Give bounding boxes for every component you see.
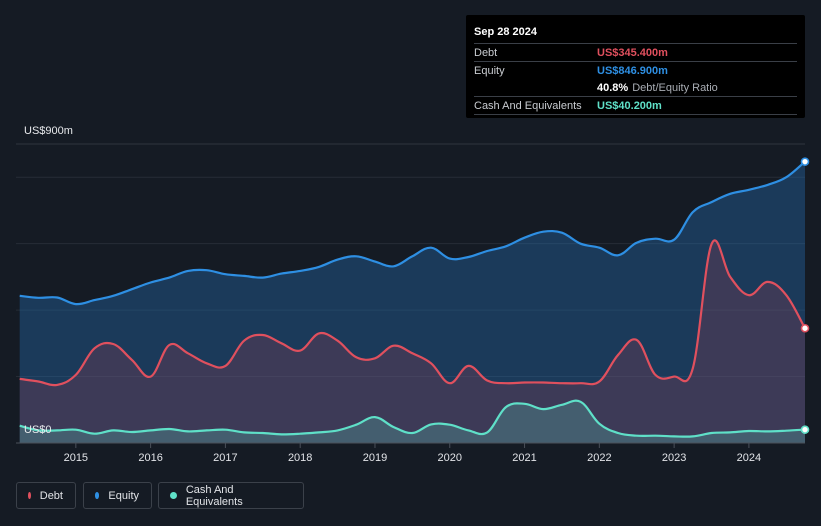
tooltip-ratio-row: 40.8% Debt/Equity Ratio (474, 79, 797, 97)
debt-area (19, 240, 805, 443)
tooltip-date: Sep 28 2024 (474, 24, 797, 44)
series-lines (19, 160, 806, 438)
tooltip-ratio-value: 40.8% (597, 82, 629, 94)
x-tick-label: 2021 (512, 452, 536, 464)
cash-and-equivalents-area (19, 400, 805, 443)
x-tick-label: 2022 (587, 452, 611, 464)
debt-dot-icon (28, 492, 31, 499)
legend-cash-label: Cash And Equivalents (185, 483, 243, 508)
legend-equity-label: Equity (108, 489, 139, 502)
tooltip-debt-row: Debt US$345.400m (474, 44, 797, 62)
tooltip-cash-row: Cash And Equivalents US$40.200m (474, 97, 797, 115)
tooltip-equity-label: Equity (474, 65, 505, 77)
equity-area (19, 161, 805, 443)
plot-edge (805, 144, 821, 443)
tooltip-equity-value: US$846.900m (597, 65, 668, 77)
legend-debt[interactable]: Debt (16, 482, 76, 509)
x-axis-ticks: 2015 2016 2017 2018 2019 2020 2021 2022 2023 2024 (64, 443, 761, 464)
tooltip-equity-row: Equity US$846.900m (474, 62, 797, 79)
y-axis-bottom-label: US$0 (24, 424, 52, 436)
y-axis-top-label: US$900m (24, 125, 73, 137)
equity-end-marker (800, 157, 810, 166)
tooltip-debt-value: US$345.400m (597, 47, 668, 59)
x-tick-label: 2019 (363, 452, 387, 464)
tooltip-cash-label: Cash And Equivalents (474, 100, 582, 112)
debt-line (19, 239, 806, 387)
legend-debt-label: Debt (39, 489, 63, 502)
data-tooltip: Sep 28 2024 Debt US$345.400m Equity US$8… (466, 15, 805, 118)
x-tick-label: 2015 (64, 452, 88, 464)
x-tick-label: 2023 (662, 452, 686, 464)
legend-cash[interactable]: Cash And Equivalents (158, 482, 304, 509)
legend-equity[interactable]: Equity (83, 482, 152, 509)
tooltip-debt-label: Debt (474, 47, 498, 59)
end-markers (800, 157, 810, 434)
x-tick-label: 2016 (138, 452, 162, 464)
x-tick-label: 2024 (737, 452, 761, 464)
tooltip-cash-value: US$40.200m (597, 100, 662, 112)
tooltip-ratio-spacer (474, 80, 597, 96)
x-tick-label: 2020 (438, 452, 462, 464)
x-tick-label: 2017 (213, 452, 237, 464)
equity-dot-icon (95, 492, 100, 499)
equity-line (19, 160, 806, 306)
tooltip-ratio-label: Debt/Equity Ratio (632, 82, 718, 94)
cash-and-equivalents-end-marker (800, 425, 810, 434)
grid-lines (16, 143, 821, 443)
x-tick-label: 2018 (288, 452, 312, 464)
cash-and-equivalents-line (19, 399, 806, 438)
debt-end-marker (800, 323, 810, 333)
series-areas (19, 161, 805, 443)
cash-dot-icon (170, 492, 177, 499)
